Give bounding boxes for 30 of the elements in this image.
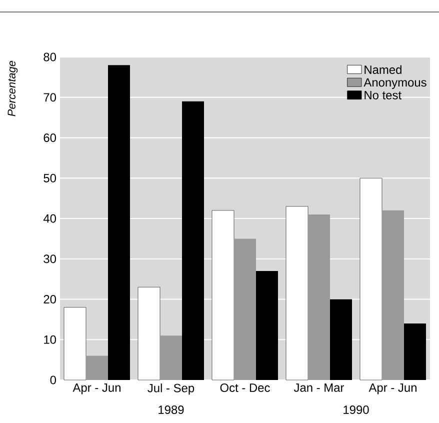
bar	[86, 356, 108, 380]
text: 1989	[158, 406, 184, 414]
text: 1990	[344, 406, 369, 414]
y-tick-label: 60	[44, 134, 56, 142]
legend-label: No test	[364, 91, 402, 100]
y-tick-label: 20	[44, 295, 56, 304]
y-tick-label: 0	[50, 376, 56, 384]
y-tick-label: 40	[43, 214, 56, 223]
bar	[308, 214, 330, 380]
y-tick-label: 10	[44, 335, 56, 344]
bar	[108, 65, 130, 380]
y-tick-label: 50	[44, 174, 56, 182]
bar	[256, 270, 278, 380]
legend-label: Named	[364, 65, 402, 74]
legend-label: Anonymous	[364, 78, 426, 90]
x-tick-label: Apr - Jun	[72, 384, 120, 394]
bar	[330, 299, 352, 380]
y-tick-label: 80	[44, 52, 56, 62]
x-tick-label: Jan - Mar	[294, 384, 344, 392]
bar	[182, 101, 204, 380]
y-tick-label: 70	[44, 93, 56, 102]
y-tick-label: 30	[44, 254, 56, 264]
y-axis-title: Percentage	[8, 60, 18, 116]
bar	[404, 323, 426, 380]
bar	[382, 210, 404, 380]
bar	[160, 336, 182, 380]
x-tick-label: Oct - Dec	[220, 384, 270, 392]
x-tick-label: Apr - Jun	[368, 384, 416, 394]
bar	[234, 238, 256, 380]
x-tick-label: Jul - Sep	[148, 384, 194, 395]
